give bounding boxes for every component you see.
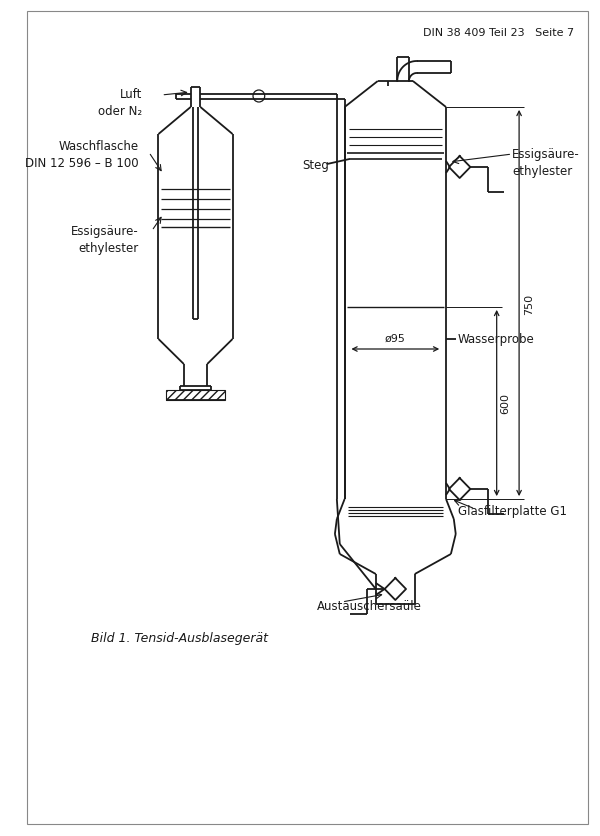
Text: DIN 38 409 Teil 23   Seite 7: DIN 38 409 Teil 23 Seite 7	[422, 28, 574, 38]
Text: ø95: ø95	[385, 334, 406, 344]
Text: 750: 750	[524, 293, 534, 314]
Text: Austauschersaüle: Austauschersaüle	[317, 599, 422, 612]
Text: Bild 1. Tensid-Ausblasegerät: Bild 1. Tensid-Ausblasegerät	[91, 631, 268, 645]
Text: Wasserprobe: Wasserprobe	[458, 333, 535, 346]
Bar	[166, 390, 225, 400]
Text: Luft
oder N₂: Luft oder N₂	[98, 88, 142, 118]
Text: Essigsäure-
ethylester: Essigsäure- ethylester	[512, 148, 580, 178]
Text: Essigsäure-
ethylester: Essigsäure- ethylester	[71, 225, 139, 255]
Text: Waschflasche
DIN 12 596 – B 100: Waschflasche DIN 12 596 – B 100	[25, 140, 139, 170]
Text: Steg: Steg	[303, 158, 329, 171]
Text: 600: 600	[500, 393, 511, 414]
Text: Glasfilterplatte G1: Glasfilterplatte G1	[458, 505, 566, 517]
